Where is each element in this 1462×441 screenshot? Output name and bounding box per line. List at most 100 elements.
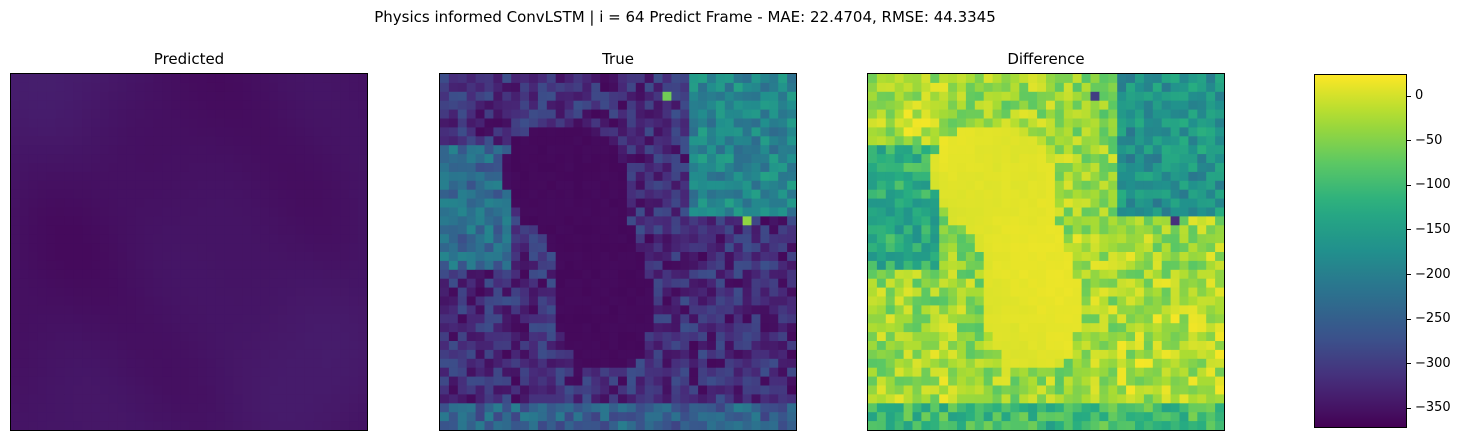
true-cell [769,323,779,333]
difference-cell [930,216,940,226]
difference-cell [1197,74,1207,84]
true-cell [457,198,468,208]
true-cell [520,305,530,315]
difference-cell [1170,198,1180,208]
difference-cell [1028,358,1038,369]
predicted-cell [295,260,306,271]
difference-cell [1197,287,1207,297]
difference-cell [1126,154,1136,164]
difference-cell [903,100,913,110]
predicted-cell [73,341,83,351]
difference-cell [1090,367,1100,377]
predicted-cell [295,216,306,226]
difference-cell [1090,82,1100,93]
true-cell [769,189,779,199]
true-cell [724,252,735,262]
true-cell [529,296,539,306]
difference-cell [1108,341,1118,351]
predicted-cell [269,252,279,262]
true-cell [564,189,574,199]
predicted-cell [144,207,154,217]
predicted-cell [91,278,101,288]
true-cell [769,74,779,84]
true-cell [573,180,583,191]
difference-cell [1081,349,1091,360]
true-cell [475,260,485,271]
predicted-cell [73,171,83,182]
predicted-cell [206,198,217,208]
true-cell [778,74,788,84]
difference-cell [1179,136,1189,146]
difference-cell [885,367,896,377]
predicted-cell [144,171,154,182]
predicted-cell [251,216,261,226]
difference-cell [1046,287,1056,297]
true-cell [778,163,788,173]
difference-cell [974,332,985,342]
difference-cell [1037,260,1047,271]
predicted-cell [313,189,323,199]
predicted-cell [37,358,47,369]
true-cell [475,305,485,315]
difference-cell [948,198,958,208]
predicted-cell [117,305,128,315]
predicted-cell [242,109,252,119]
true-cell [769,118,779,128]
difference-cell [1001,252,1011,262]
predicted-cell [135,341,145,351]
difference-cell [1197,82,1207,93]
predicted-cell [295,305,306,315]
predicted-cell [197,180,208,191]
difference-cell [983,260,993,271]
predicted-cell [108,127,119,137]
predicted-cell [349,412,359,422]
difference-cell [1197,349,1207,360]
true-cell [475,154,485,164]
predicted-cell [11,403,21,413]
true-cell [475,367,485,377]
difference-cell [948,252,958,262]
difference-cell [1126,341,1136,351]
true-cell [484,225,494,235]
predicted-cell [340,163,350,173]
difference-cell [1206,260,1216,271]
predicted-cell [242,349,252,360]
true-cell [689,323,699,333]
difference-cell [894,269,904,280]
difference-cell [1072,82,1082,93]
difference-cell [1126,100,1136,110]
predicted-cell [206,100,217,110]
true-cell [698,296,708,306]
true-cell [600,163,610,173]
difference-cell [894,216,904,226]
true-cell [653,403,663,413]
colorbar-tick-label: −100 [1415,177,1451,193]
difference-cell [1108,323,1118,333]
true-cell [778,207,788,217]
predicted-cell [233,180,243,191]
difference-cell [992,287,1002,297]
true-cell [448,180,459,191]
difference-cell [1179,154,1189,164]
predicted-cell [162,82,172,93]
predicted-cell [55,332,65,342]
predicted-cell [269,207,279,217]
true-cell [644,287,654,297]
difference-cell [1010,109,1020,119]
difference-cell [992,421,1002,430]
true-cell [689,394,699,404]
predicted-cell [215,163,225,173]
predicted-cell [295,243,306,253]
true-cell [466,367,476,377]
predicted-cell [162,252,172,262]
predicted-cell [206,189,217,199]
difference-cell [930,100,940,110]
predicted-cell [269,100,279,110]
difference-cell [939,296,949,306]
difference-cell [957,332,967,342]
predicted-cell [304,180,314,191]
true-cell [733,278,743,288]
true-cell [787,100,796,110]
true-cell [582,234,592,244]
predicted-cell [180,394,190,404]
